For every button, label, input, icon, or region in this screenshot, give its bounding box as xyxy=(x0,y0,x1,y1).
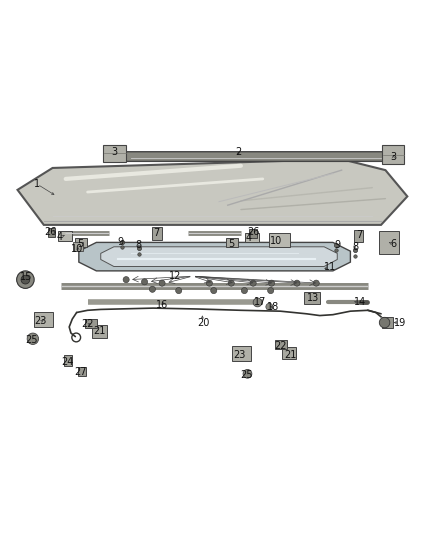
Text: 25: 25 xyxy=(26,335,38,345)
Text: 6: 6 xyxy=(390,239,396,249)
Circle shape xyxy=(243,369,252,378)
Circle shape xyxy=(123,277,129,282)
Circle shape xyxy=(211,287,217,294)
Text: 11: 11 xyxy=(324,262,336,272)
Circle shape xyxy=(250,280,256,286)
Text: 13: 13 xyxy=(307,293,319,303)
Text: 9: 9 xyxy=(118,237,124,247)
Text: 2: 2 xyxy=(236,147,242,157)
Polygon shape xyxy=(118,152,394,161)
Circle shape xyxy=(206,280,212,286)
Text: 7: 7 xyxy=(154,228,160,238)
Text: 24: 24 xyxy=(61,357,73,367)
Text: 5: 5 xyxy=(228,239,234,249)
Polygon shape xyxy=(79,243,350,271)
Text: 21: 21 xyxy=(93,326,105,336)
Text: 14: 14 xyxy=(354,297,366,308)
FancyBboxPatch shape xyxy=(232,346,251,361)
Text: 26: 26 xyxy=(247,227,259,237)
FancyBboxPatch shape xyxy=(304,292,320,304)
FancyBboxPatch shape xyxy=(379,231,399,254)
Text: 8: 8 xyxy=(135,240,141,251)
Text: 15: 15 xyxy=(20,272,32,282)
Text: 22: 22 xyxy=(81,319,94,329)
Text: 22: 22 xyxy=(274,341,286,351)
FancyBboxPatch shape xyxy=(85,319,97,328)
FancyBboxPatch shape xyxy=(75,238,87,247)
Text: 12: 12 xyxy=(169,271,181,281)
Text: 18: 18 xyxy=(267,302,279,312)
Text: 7: 7 xyxy=(356,230,362,239)
Text: 9: 9 xyxy=(334,240,340,250)
Circle shape xyxy=(379,317,390,328)
Text: 4: 4 xyxy=(57,232,63,242)
FancyBboxPatch shape xyxy=(354,230,363,242)
Circle shape xyxy=(21,275,30,284)
FancyBboxPatch shape xyxy=(64,356,72,366)
Text: 21: 21 xyxy=(284,350,296,360)
FancyBboxPatch shape xyxy=(103,145,126,162)
Text: 3: 3 xyxy=(390,152,396,162)
Text: 26: 26 xyxy=(45,227,57,237)
Circle shape xyxy=(17,271,34,288)
FancyBboxPatch shape xyxy=(48,228,55,237)
Polygon shape xyxy=(101,247,337,266)
Text: 27: 27 xyxy=(74,367,86,377)
Text: 23: 23 xyxy=(233,350,245,360)
Polygon shape xyxy=(18,159,407,225)
Text: 5: 5 xyxy=(77,239,83,249)
Text: 10: 10 xyxy=(71,244,83,254)
FancyBboxPatch shape xyxy=(275,340,287,349)
Text: 3: 3 xyxy=(112,147,118,157)
FancyBboxPatch shape xyxy=(245,233,259,242)
FancyBboxPatch shape xyxy=(269,233,290,247)
FancyBboxPatch shape xyxy=(152,227,162,240)
Text: 8: 8 xyxy=(353,242,359,252)
FancyBboxPatch shape xyxy=(73,243,83,251)
Circle shape xyxy=(228,280,234,286)
Circle shape xyxy=(176,287,182,294)
Text: 10: 10 xyxy=(270,236,282,246)
Circle shape xyxy=(149,286,155,292)
FancyBboxPatch shape xyxy=(250,229,257,238)
Circle shape xyxy=(294,280,300,286)
FancyBboxPatch shape xyxy=(382,317,393,328)
Circle shape xyxy=(159,280,165,286)
Circle shape xyxy=(268,287,274,294)
Text: 4: 4 xyxy=(246,233,252,244)
FancyBboxPatch shape xyxy=(282,348,296,359)
Circle shape xyxy=(266,303,273,310)
Text: 19: 19 xyxy=(394,318,406,328)
FancyBboxPatch shape xyxy=(226,238,238,247)
FancyBboxPatch shape xyxy=(382,145,404,165)
FancyBboxPatch shape xyxy=(34,312,53,327)
Text: 25: 25 xyxy=(240,370,253,380)
FancyBboxPatch shape xyxy=(78,367,86,376)
Text: 20: 20 xyxy=(197,318,209,328)
FancyBboxPatch shape xyxy=(58,231,72,241)
Text: 1: 1 xyxy=(34,179,40,189)
Text: 16: 16 xyxy=(156,300,168,310)
Circle shape xyxy=(241,287,247,294)
Text: 23: 23 xyxy=(35,316,47,326)
Circle shape xyxy=(253,298,262,307)
FancyBboxPatch shape xyxy=(92,325,107,338)
Circle shape xyxy=(141,279,148,285)
Circle shape xyxy=(268,280,275,286)
Circle shape xyxy=(27,333,39,344)
Text: 17: 17 xyxy=(254,297,266,308)
Circle shape xyxy=(313,280,319,286)
